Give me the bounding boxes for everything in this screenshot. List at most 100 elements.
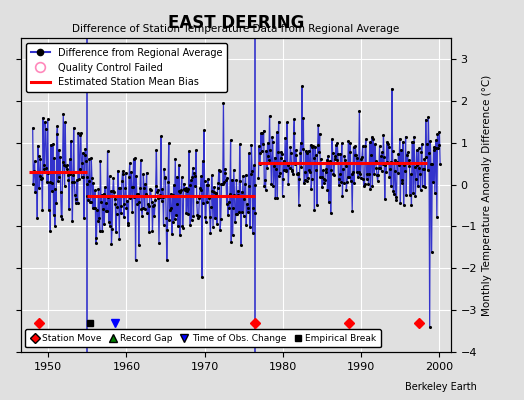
Point (319, 167, 327, 174)
Point (201, 214, 210, 220)
Point (100, 190, 108, 197)
Point (241, 181, 249, 187)
Point (210, 189, 218, 195)
Point (234, 192, 243, 198)
Point (47, 180, 56, 186)
Point (41, 118, 49, 125)
Point (169, 219, 178, 225)
Point (258, 130, 267, 136)
Point (82, 158, 90, 164)
Point (154, 195, 162, 201)
Point (361, 143, 369, 150)
Point (436, 161, 444, 167)
Point (424, 114, 433, 120)
Point (173, 173, 181, 180)
Point (47, 142, 55, 148)
Point (422, 116, 430, 123)
Point (313, 202, 321, 208)
Point (273, 195, 281, 201)
Point (33, 214, 41, 221)
Point (38, 206, 47, 213)
Point (388, 148, 397, 154)
Point (363, 171, 372, 177)
Point (116, 202, 125, 209)
Point (372, 158, 380, 164)
Point (300, 180, 308, 186)
Point (380, 154, 388, 160)
Point (375, 165, 383, 171)
Point (331, 156, 340, 163)
Point (31, 189, 39, 196)
Point (182, 210, 191, 216)
Point (95, 227, 104, 234)
Point (315, 149, 323, 155)
Point (227, 238, 235, 245)
Point (108, 225, 116, 232)
Point (105, 173, 114, 180)
Point (29, 181, 38, 187)
Point (357, 156, 366, 162)
Point (433, 131, 442, 138)
Point (215, 167, 223, 173)
Point (337, 140, 346, 146)
Point (162, 257, 171, 263)
Point (140, 185, 148, 192)
Point (430, 146, 439, 153)
Point (76, 132, 84, 138)
Point (202, 219, 210, 226)
Point (109, 175, 117, 182)
Point (107, 241, 116, 247)
Point (305, 166, 313, 173)
Point (111, 200, 119, 207)
Point (310, 155, 318, 162)
Point (137, 206, 146, 212)
Point (296, 150, 304, 156)
Point (414, 183, 422, 190)
Point (93, 207, 101, 213)
Point (139, 171, 148, 177)
Point (68, 218, 77, 225)
Point (121, 185, 129, 192)
Point (143, 210, 151, 216)
Point (204, 176, 212, 182)
Point (189, 165, 197, 171)
Point (332, 142, 340, 148)
Point (272, 129, 281, 136)
Point (228, 232, 237, 239)
Point (342, 163, 350, 169)
Point (404, 160, 412, 166)
Point (117, 210, 125, 216)
Point (362, 176, 370, 182)
Point (417, 149, 425, 155)
Point (324, 199, 333, 206)
Point (390, 190, 398, 197)
Point (64, 177, 73, 183)
Point (90, 204, 98, 211)
Point (180, 180, 188, 187)
Point (232, 176, 241, 183)
Point (277, 148, 286, 155)
Point (378, 149, 386, 156)
Point (432, 137, 440, 143)
Point (133, 200, 141, 207)
Point (111, 196, 119, 202)
Point (239, 212, 248, 219)
Point (204, 182, 213, 188)
Point (377, 168, 386, 174)
Point (52, 131, 61, 137)
Point (435, 128, 444, 135)
Point (358, 143, 367, 150)
Point (259, 127, 268, 134)
Point (362, 136, 370, 142)
Point (192, 199, 201, 206)
Point (208, 172, 216, 179)
Point (98, 228, 106, 234)
Point (92, 240, 100, 246)
Point (97, 192, 106, 198)
Point (344, 138, 353, 144)
Point (259, 141, 267, 147)
Point (119, 214, 128, 220)
Point (293, 171, 302, 177)
Point (159, 222, 168, 228)
Point (367, 134, 376, 140)
